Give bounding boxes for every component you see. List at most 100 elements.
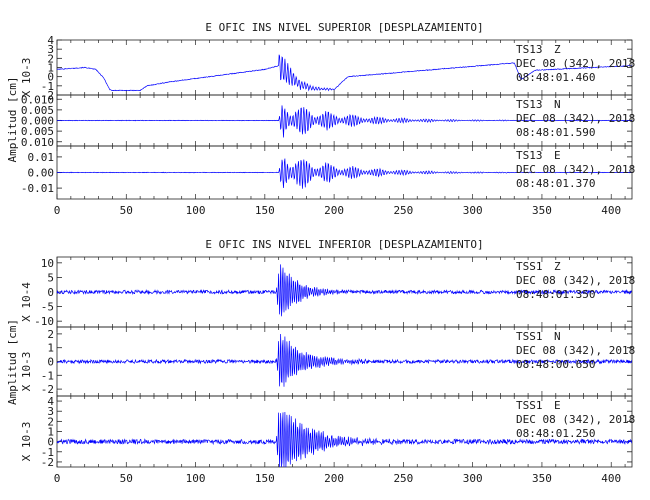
component-label: Z — [554, 43, 561, 56]
y-tick-label: 1 — [47, 62, 54, 75]
x-tick-label: 250 — [393, 204, 413, 217]
x-tick-label: 200 — [324, 472, 344, 485]
y-tick-label: -2 — [41, 456, 54, 469]
date-label: DEC 08 (342), 2018 — [516, 112, 635, 125]
x-tick-label: 50 — [120, 204, 133, 217]
y-tick-label: -5 — [41, 301, 54, 314]
station-label: TS13 — [516, 43, 543, 56]
y-tick-label: 0 — [47, 356, 54, 369]
x-tick-label: 300 — [463, 204, 483, 217]
y-tick-label: 3 — [47, 405, 54, 418]
y-tick-label: -1 — [41, 80, 54, 93]
y-tick-label: 5 — [47, 271, 54, 284]
x-tick-label: 400 — [601, 204, 621, 217]
y-tick-label: 1 — [47, 342, 54, 355]
x-tick-label: 100 — [186, 472, 206, 485]
scale-factor-label: X 10-3 — [20, 58, 33, 98]
time-label: 08:48:00.650 — [516, 358, 595, 371]
y-tick-label: -0.01 — [21, 182, 54, 195]
waveform-line — [56, 54, 632, 92]
y-tick-label: 0.010 — [21, 93, 54, 106]
y-tick-label: -2 — [41, 383, 54, 396]
y-axis-label: Amplitud [cm] — [6, 76, 19, 162]
y-tick-label: 3 — [47, 43, 54, 56]
date-label: DEC 08 (342), 2018 — [516, 413, 635, 426]
y-tick-label: 0.005 — [21, 104, 54, 117]
component-label: Z — [554, 260, 561, 273]
date-label: DEC 08 (342), 2018 — [516, 344, 635, 357]
station-label: TSS1 — [516, 399, 543, 412]
y-tick-label: 2 — [47, 415, 54, 428]
component-label: E — [554, 399, 561, 412]
x-tick-label: 0 — [54, 204, 61, 217]
station-label: TSS1 — [516, 260, 543, 273]
time-label: 08:48:01.350 — [516, 288, 595, 301]
chart-title: E OFIC INS NIVEL SUPERIOR [DESPLAZAMIENT… — [205, 21, 483, 34]
date-label: DEC 08 (342), 2018 — [516, 163, 635, 176]
date-label: DEC 08 (342), 2018 — [516, 57, 635, 70]
time-label: 08:48:01.250 — [516, 427, 595, 440]
y-tick-label: 4 — [47, 34, 54, 47]
y-tick-label: 1 — [47, 426, 54, 439]
x-tick-label: 350 — [532, 472, 552, 485]
component-label: E — [554, 149, 561, 162]
scale-factor-label: X 10-3 — [20, 422, 33, 462]
x-tick-label: 250 — [393, 472, 413, 485]
chart-1: E OFIC INS NIVEL SUPERIOR [DESPLAZAMIENT… — [6, 21, 635, 217]
y-tick-label: 10 — [41, 257, 54, 270]
time-label: 08:48:01.460 — [516, 71, 595, 84]
waveform-line — [56, 105, 632, 138]
y-tick-label: 0.005 — [21, 125, 54, 138]
x-tick-label: 100 — [186, 204, 206, 217]
x-tick-label: 0 — [54, 472, 61, 485]
x-tick-label: 150 — [255, 204, 275, 217]
x-tick-label: 400 — [601, 472, 621, 485]
chart-title: E OFIC INS NIVEL INFERIOR [DESPLAZAMIENT… — [205, 238, 483, 251]
waveform-line — [56, 333, 633, 387]
x-tick-label: 200 — [324, 204, 344, 217]
time-label: 08:48:01.370 — [516, 177, 595, 190]
y-tick-label: 0.01 — [28, 151, 55, 164]
scale-factor-label: X 10-3 — [20, 352, 33, 392]
y-tick-label: 2 — [47, 328, 54, 341]
y-tick-label: -1 — [41, 369, 54, 382]
station-label: TS13 — [516, 149, 543, 162]
x-tick-label: 300 — [463, 472, 483, 485]
y-tick-label: 4 — [47, 395, 54, 408]
x-tick-label: 350 — [532, 204, 552, 217]
waveform-line — [56, 264, 632, 317]
y-tick-label: -2 — [41, 89, 54, 102]
y-tick-label: -10 — [34, 315, 54, 328]
y-tick-label: -1 — [41, 446, 54, 459]
component-label: N — [554, 330, 561, 343]
y-tick-label: 0.00 — [28, 167, 55, 180]
x-tick-label: 50 — [120, 472, 133, 485]
y-tick-label: 0 — [47, 436, 54, 449]
scale-factor-label: X 10-4 — [20, 282, 33, 322]
station-label: TS13 — [516, 98, 543, 111]
time-label: 08:48:01.590 — [516, 126, 595, 139]
x-tick-label: 150 — [255, 472, 275, 485]
chart-2: E OFIC INS NIVEL INFERIOR [DESPLAZAMIENT… — [6, 238, 635, 485]
y-tick-label: 0.010 — [21, 136, 54, 149]
date-label: DEC 08 (342), 2018 — [516, 274, 635, 287]
y-tick-label: 2 — [47, 52, 54, 65]
y-tick-label: 0 — [47, 286, 54, 299]
waveform-line — [56, 158, 632, 189]
y-tick-label: 0.000 — [21, 115, 54, 128]
waveform-line — [56, 411, 633, 468]
y-tick-label: 0 — [47, 71, 54, 84]
